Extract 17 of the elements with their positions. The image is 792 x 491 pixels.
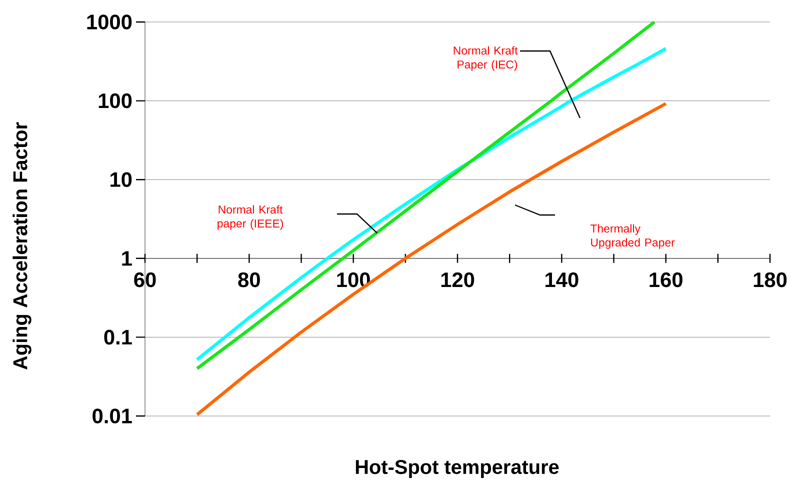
y-tick-label: 100 bbox=[98, 93, 132, 108]
y-tick-label: 1 bbox=[122, 251, 132, 266]
annotation: Normal Kraft paper (IEEE) bbox=[218, 205, 284, 230]
y-tick-label: 0.1 bbox=[104, 330, 132, 345]
x-tick-label: 160 bbox=[650, 272, 682, 288]
x-tick-label: 60 bbox=[134, 272, 156, 288]
y-tick-label: 0.01 bbox=[92, 408, 132, 424]
annotation: Normal Kraft Paper (IEC) bbox=[454, 46, 518, 71]
y-tick-label: 1000 bbox=[87, 14, 132, 30]
x-axis-title: Hot-Spot temperature bbox=[356, 460, 559, 478]
y-axis-title: Aging Acceleration Factor bbox=[12, 122, 32, 370]
x-tick-label: 140 bbox=[546, 272, 578, 288]
x-tick-label: 80 bbox=[238, 272, 260, 288]
x-tick-label: 120 bbox=[441, 272, 474, 288]
x-tick-label: 180 bbox=[754, 272, 787, 288]
annotation: Thermally Upgraded Paper bbox=[590, 224, 675, 249]
y-tick-label: 10 bbox=[110, 172, 132, 188]
